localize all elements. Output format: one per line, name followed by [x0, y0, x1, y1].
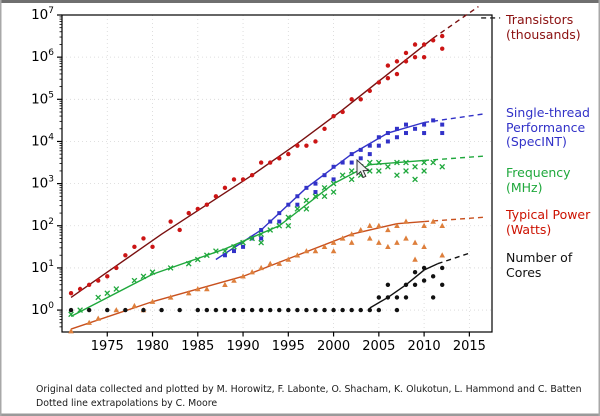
series-label-line: Single-thread — [506, 105, 590, 120]
svg-text:101: 101 — [31, 259, 54, 276]
series-frequency-mhz- — [68, 155, 483, 318]
series-label-line: Performance — [506, 119, 586, 135]
series-number-of-cores — [68, 252, 470, 313]
svg-text:106: 106 — [31, 48, 54, 65]
series-transistors-thousands- — [68, 5, 479, 299]
svg-text:1990: 1990 — [227, 339, 260, 354]
mouse-cursor — [356, 158, 370, 179]
series-label-line: Cores — [506, 264, 542, 280]
series-label-single-thread-performance: Single-thread Performance (SpecINT) — [506, 105, 590, 150]
series-label-line: (MHz) — [506, 179, 543, 195]
svg-text:1975: 1975 — [91, 339, 124, 354]
series-label-line: (thousands) — [506, 26, 581, 42]
series-single-thread-performance-specint- — [215, 113, 484, 261]
svg-text:105: 105 — [31, 90, 54, 107]
series-label-frequency: Frequency (MHz) — [506, 165, 571, 195]
svg-text:2010: 2010 — [408, 339, 441, 354]
svg-text:2005: 2005 — [362, 339, 395, 354]
series-label-line: (SpecINT) — [506, 134, 567, 149]
svg-text:107: 107 — [31, 6, 54, 23]
svg-text:1995: 1995 — [272, 339, 305, 354]
svg-text:104: 104 — [31, 132, 54, 149]
caption-line: Dotted line extrapolations by C. Moore — [36, 398, 218, 409]
svg-text:2000: 2000 — [317, 339, 350, 354]
svg-text:1980: 1980 — [136, 339, 169, 354]
series-label-line: Number of — [506, 250, 573, 265]
svg-text:2015: 2015 — [453, 339, 486, 354]
series-label-line: Transistors — [506, 12, 574, 27]
series-label-line: Typical Power — [506, 207, 591, 222]
svg-text:102: 102 — [31, 217, 54, 234]
series-label-transistors: Transistors (thousands) — [506, 12, 581, 42]
svg-text:103: 103 — [31, 175, 54, 192]
series-label-typical-power: Typical Power (Watts) — [506, 207, 591, 237]
series-label-number-of-cores: Number of Cores — [506, 250, 573, 280]
caption: Original data collected and plotted by M… — [36, 383, 582, 411]
series-label-line: (Watts) — [506, 221, 552, 237]
series-typical-power-watts- — [68, 216, 483, 334]
series-label-line: Frequency — [506, 165, 571, 180]
svg-text:1985: 1985 — [181, 339, 214, 354]
svg-text:100: 100 — [31, 301, 54, 318]
caption-line: Original data collected and plotted by M… — [36, 384, 582, 395]
